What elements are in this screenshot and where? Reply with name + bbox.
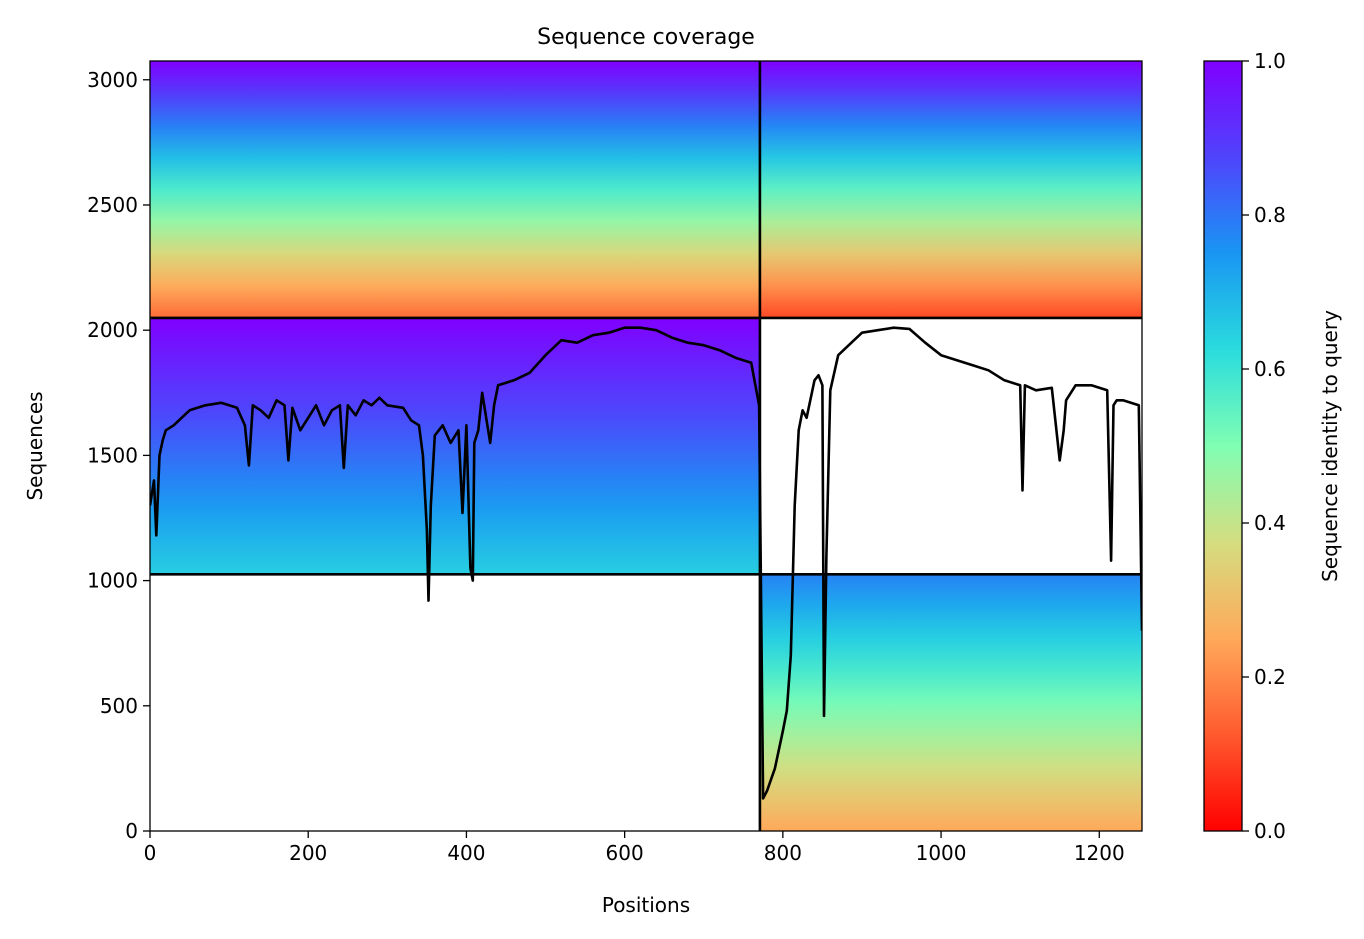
x-axis-ticks: 0 200 400 600 800 1000 1200 xyxy=(144,831,1125,865)
chart-title: Sequence coverage xyxy=(537,25,755,50)
x-tick-label: 600 xyxy=(606,841,644,865)
heatmap-block xyxy=(150,61,760,318)
colorbar-tick-label: 0.2 xyxy=(1254,665,1286,689)
plot-frame xyxy=(149,60,1143,832)
x-tick-label: 200 xyxy=(289,841,327,865)
y-tick-label: 1500 xyxy=(87,443,138,467)
y-tick-label: 3000 xyxy=(87,68,138,92)
y-tick-label: 1000 xyxy=(87,569,138,593)
y-axis-ticks: 0 500 1000 1500 2000 2500 3000 xyxy=(87,68,150,843)
y-axis-label: Sequences xyxy=(23,391,47,500)
x-tick-label: 800 xyxy=(764,841,802,865)
x-tick-label: 1000 xyxy=(916,841,967,865)
colorbar xyxy=(1203,60,1243,832)
x-tick-label: 1200 xyxy=(1074,841,1125,865)
colorbar-ticks: 0.0 0.2 0.4 0.6 0.8 1.0 xyxy=(1242,49,1286,843)
y-tick-label: 2000 xyxy=(87,318,138,342)
heatmap-block xyxy=(759,574,1142,831)
y-tick-label: 0 xyxy=(125,819,138,843)
heatmap-blocks xyxy=(150,61,1142,831)
colorbar-tick-label: 0.0 xyxy=(1254,819,1286,843)
x-tick-label: 0 xyxy=(144,841,157,865)
x-tick-label: 400 xyxy=(447,841,485,865)
heatmap-block xyxy=(759,61,1142,318)
y-tick-label: 500 xyxy=(100,694,138,718)
heatmap-block xyxy=(150,317,760,575)
colorbar-tick-label: 0.6 xyxy=(1254,357,1286,381)
colorbar-tick-label: 0.4 xyxy=(1254,511,1286,535)
colorbar-label: Sequence identity to query xyxy=(1318,310,1342,582)
coverage-line xyxy=(150,326,1142,800)
colorbar-tick-label: 1.0 xyxy=(1254,49,1286,73)
y-tick-label: 2500 xyxy=(87,193,138,217)
x-axis-label: Positions xyxy=(602,893,690,917)
colorbar-tick-label: 0.8 xyxy=(1254,203,1286,227)
